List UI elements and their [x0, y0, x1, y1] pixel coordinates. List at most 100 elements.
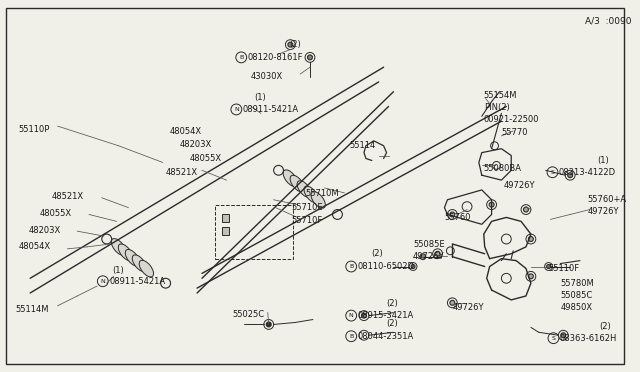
Text: 55085E: 55085E — [413, 240, 445, 249]
Circle shape — [501, 234, 511, 244]
Circle shape — [450, 300, 455, 305]
Text: 55710F: 55710F — [291, 216, 323, 225]
Circle shape — [264, 320, 274, 329]
Text: 55114M: 55114M — [15, 305, 49, 314]
Circle shape — [565, 170, 575, 180]
Text: (1): (1) — [113, 266, 124, 275]
Text: 55110F: 55110F — [548, 264, 580, 273]
Circle shape — [359, 311, 369, 321]
Text: (2): (2) — [600, 322, 611, 331]
Text: A/3  :0090: A/3 :0090 — [585, 17, 632, 26]
Circle shape — [346, 310, 356, 321]
Ellipse shape — [139, 260, 154, 277]
Circle shape — [545, 263, 552, 270]
Circle shape — [501, 273, 511, 283]
Circle shape — [420, 254, 426, 260]
Circle shape — [447, 209, 457, 219]
Circle shape — [359, 330, 369, 340]
Text: 55025C: 55025C — [232, 310, 264, 319]
Text: B: B — [349, 334, 353, 339]
Text: 08911-5421A: 08911-5421A — [109, 277, 165, 286]
Text: 55085C: 55085C — [561, 292, 593, 301]
Text: 55760: 55760 — [444, 213, 471, 222]
Text: (2): (2) — [289, 40, 301, 49]
Text: (2): (2) — [387, 319, 398, 328]
Ellipse shape — [311, 192, 325, 208]
Circle shape — [409, 263, 417, 270]
Text: (2): (2) — [387, 299, 398, 308]
Text: PIN(2): PIN(2) — [484, 103, 509, 112]
Ellipse shape — [118, 244, 132, 261]
Circle shape — [491, 142, 499, 150]
Circle shape — [266, 322, 271, 327]
Circle shape — [529, 274, 533, 279]
FancyBboxPatch shape — [221, 227, 230, 235]
Text: 48521X: 48521X — [52, 192, 84, 201]
Circle shape — [288, 42, 292, 47]
Circle shape — [547, 167, 558, 178]
Circle shape — [526, 234, 536, 244]
Text: 49726Y: 49726Y — [504, 180, 535, 189]
Circle shape — [558, 330, 568, 340]
Circle shape — [307, 55, 312, 60]
Text: 55780M: 55780M — [561, 279, 594, 288]
Ellipse shape — [290, 175, 305, 192]
Circle shape — [102, 234, 111, 244]
Circle shape — [362, 313, 367, 318]
Circle shape — [524, 207, 529, 212]
Text: 55114: 55114 — [349, 141, 376, 150]
Circle shape — [411, 264, 415, 269]
Circle shape — [433, 249, 442, 259]
Circle shape — [486, 200, 497, 209]
Text: 00921-22500: 00921-22500 — [484, 115, 540, 124]
Text: S: S — [552, 336, 556, 341]
Text: 55154M: 55154M — [484, 91, 517, 100]
Circle shape — [231, 104, 242, 115]
Circle shape — [346, 261, 356, 272]
Text: 48054X: 48054X — [170, 126, 202, 135]
Text: 55710E: 55710E — [291, 203, 323, 212]
Circle shape — [493, 161, 500, 169]
Ellipse shape — [125, 250, 140, 266]
Circle shape — [489, 202, 494, 207]
Text: 55770: 55770 — [501, 128, 528, 138]
Ellipse shape — [283, 170, 298, 186]
Ellipse shape — [132, 255, 147, 272]
Text: 55110P: 55110P — [19, 125, 50, 134]
Circle shape — [236, 52, 246, 63]
Circle shape — [548, 333, 559, 344]
Circle shape — [547, 264, 550, 269]
Text: 48055X: 48055X — [40, 209, 72, 218]
Text: N: N — [349, 313, 353, 318]
Circle shape — [529, 237, 533, 241]
Circle shape — [333, 209, 342, 219]
Ellipse shape — [297, 181, 312, 197]
Circle shape — [346, 331, 356, 341]
Text: 55760+A: 55760+A — [588, 195, 627, 204]
Circle shape — [161, 278, 170, 288]
Circle shape — [447, 247, 454, 255]
Text: 43030X: 43030X — [251, 71, 284, 80]
Text: N: N — [234, 107, 239, 112]
Text: 48054X: 48054X — [19, 243, 51, 251]
Text: 48203X: 48203X — [179, 140, 212, 149]
Ellipse shape — [111, 238, 125, 255]
Text: 49726Y: 49726Y — [588, 207, 620, 216]
FancyBboxPatch shape — [221, 215, 230, 222]
Text: N: N — [100, 279, 105, 284]
Text: 48521X: 48521X — [166, 168, 198, 177]
Circle shape — [526, 272, 536, 281]
Text: 08313-4122D: 08313-4122D — [559, 168, 616, 177]
Text: 08915-3421A: 08915-3421A — [358, 311, 414, 320]
Circle shape — [285, 40, 295, 49]
Text: 49726Y: 49726Y — [413, 252, 445, 261]
Text: 08110-6502D: 08110-6502D — [358, 262, 415, 271]
Ellipse shape — [304, 186, 318, 203]
Text: 55080BA: 55080BA — [484, 164, 522, 173]
Circle shape — [97, 276, 108, 287]
Text: 08120-8161F: 08120-8161F — [248, 53, 303, 62]
Circle shape — [435, 251, 440, 256]
Circle shape — [561, 333, 566, 338]
Text: (1): (1) — [598, 156, 609, 165]
Text: 08363-6162H: 08363-6162H — [560, 334, 617, 343]
